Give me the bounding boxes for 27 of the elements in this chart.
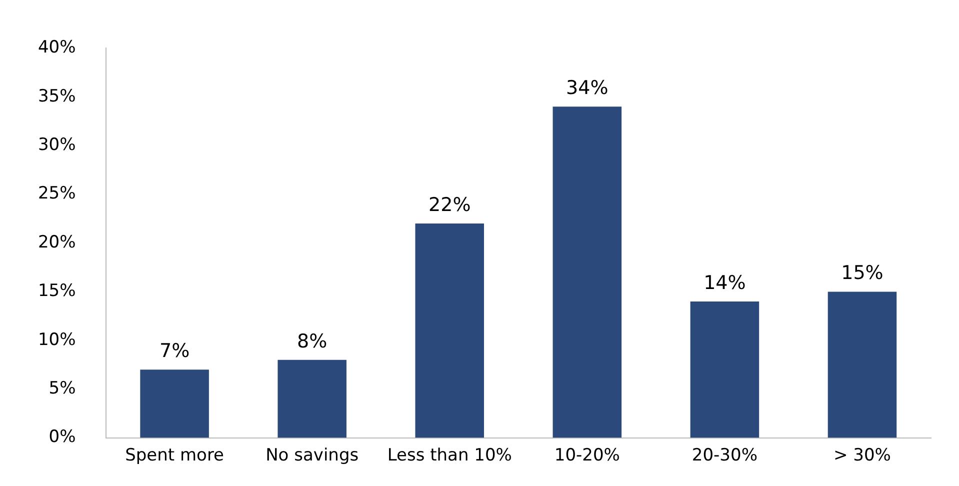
y-tick-label: 35% [38, 86, 76, 106]
y-tick-label: 20% [38, 232, 76, 252]
bar [278, 360, 346, 438]
y-tick-label: 0% [48, 427, 76, 448]
x-tick-label: 10-20% [554, 445, 620, 466]
x-tick-label: No savings [266, 445, 359, 466]
x-tick-label: 20-30% [692, 445, 758, 466]
x-tick-label: > 30% [834, 445, 891, 466]
data-label: 15% [841, 262, 884, 284]
data-label: 22% [428, 194, 471, 216]
y-tick-label: 5% [48, 378, 76, 399]
data-label: 8% [297, 330, 328, 352]
data-label: 34% [566, 77, 608, 100]
bar [415, 224, 484, 438]
y-tick-label: 25% [38, 184, 76, 204]
data-label: 7% [159, 340, 190, 362]
bar [828, 292, 897, 438]
bar [140, 370, 209, 438]
y-tick-label: 40% [38, 38, 76, 58]
x-tick-label: Less than 10% [387, 445, 512, 466]
bar [552, 106, 622, 438]
y-tick-label: 10% [38, 330, 76, 350]
bar [690, 301, 760, 438]
y-tick-label: 30% [38, 135, 76, 156]
y-tick-label: 15% [38, 281, 76, 302]
data-label: 14% [704, 272, 746, 294]
x-tick-label: Spent more [125, 445, 224, 466]
